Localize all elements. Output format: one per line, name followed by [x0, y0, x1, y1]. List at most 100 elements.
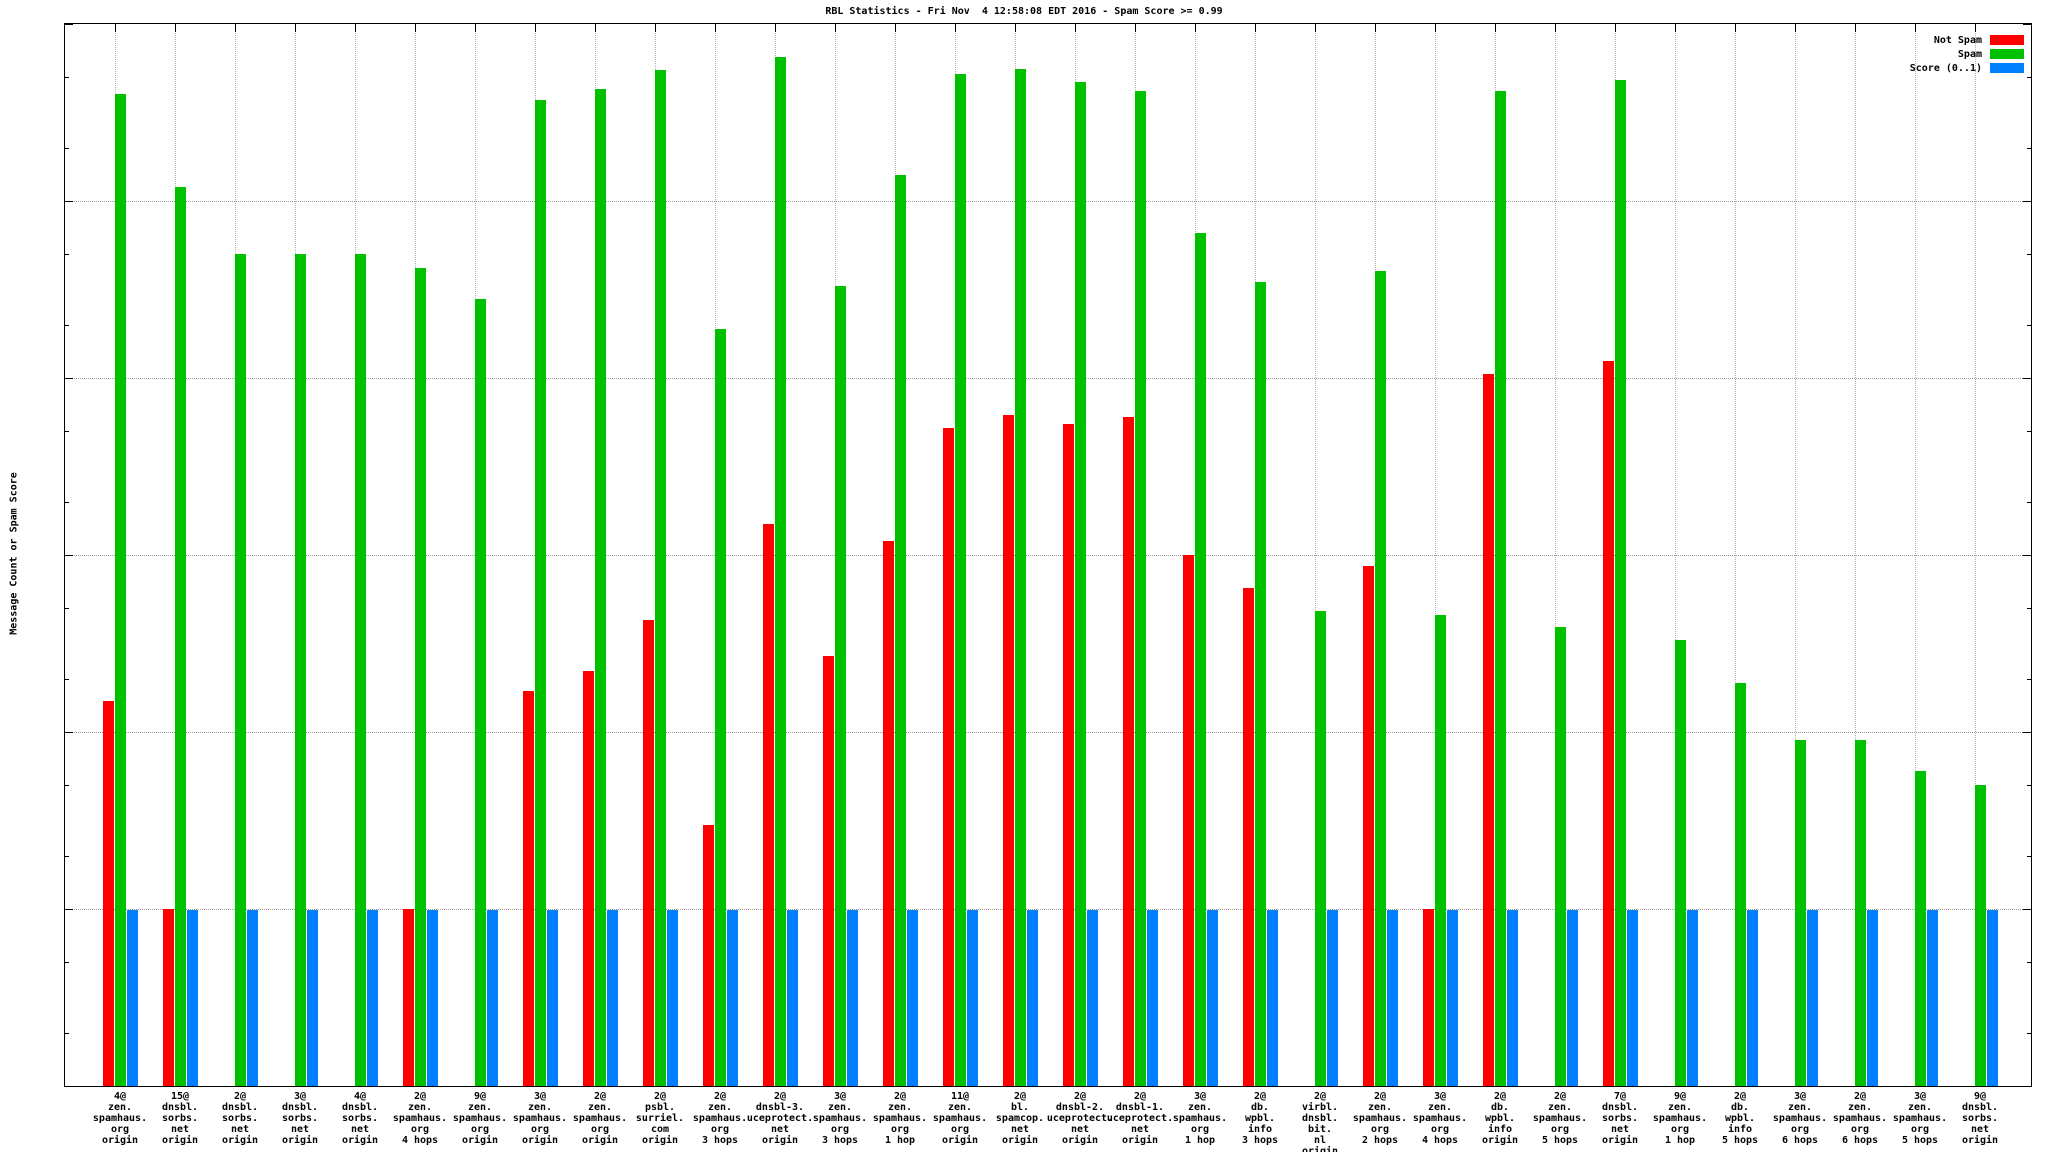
bar-score	[427, 909, 438, 1086]
bar-score	[1327, 909, 1338, 1086]
x-tick	[715, 24, 716, 32]
bar-not-spam	[1363, 565, 1374, 1086]
bar-spam	[1315, 611, 1326, 1086]
bar-score	[1087, 909, 1098, 1086]
x-group-label: 11@ zen. spamhaus. org origin	[932, 1091, 988, 1146]
x-group-label: 15@ dnsbl. sorbs. net origin	[161, 1091, 199, 1146]
x-group-label: 2@ zen. spamhaus. org 5 hops	[1532, 1091, 1588, 1146]
y-tick	[65, 732, 73, 733]
y-minor-tick	[65, 962, 69, 964]
bar-score	[907, 909, 918, 1086]
bar-spam	[175, 186, 186, 1086]
y-minor-tick	[2027, 678, 2031, 680]
x-group-label: 3@ dnsbl. sorbs. net origin	[281, 1091, 319, 1146]
x-tick	[295, 24, 296, 32]
y-gridline	[65, 555, 2031, 556]
y-tick	[65, 909, 73, 910]
y-gridline	[65, 201, 2031, 202]
x-group-label: 4@ dnsbl. sorbs. net origin	[341, 1091, 379, 1146]
y-minor-tick	[65, 608, 69, 610]
x-group-label: 2@ zen. spamhaus. org 6 hops	[1832, 1091, 1888, 1146]
y-minor-tick	[65, 785, 69, 787]
x-tick	[1675, 24, 1676, 32]
bar-spam	[1495, 90, 1506, 1086]
bar-score	[1027, 909, 1038, 1086]
bar-spam	[1675, 640, 1686, 1086]
x-gridline	[1795, 24, 1796, 1086]
x-tick	[1915, 24, 1916, 32]
y-minor-tick	[2027, 147, 2031, 149]
bar-not-spam	[103, 700, 114, 1086]
bar-score	[247, 909, 258, 1086]
bar-spam	[295, 254, 306, 1086]
x-group-label: 2@ dnsbl-1. uceprotect. net origin	[1106, 1091, 1174, 1146]
bar-not-spam	[163, 909, 174, 1086]
x-tick	[1375, 24, 1376, 32]
bar-score	[367, 909, 378, 1086]
plot-area: 0.1110100100010000100000	[64, 23, 2032, 1087]
bar-spam	[1615, 80, 1626, 1086]
bar-spam	[955, 74, 966, 1086]
x-tick	[475, 24, 476, 32]
x-gridline	[1555, 24, 1556, 1086]
x-tick	[655, 24, 656, 32]
y-gridline	[65, 909, 2031, 910]
x-tick	[1855, 24, 1856, 32]
x-group-label: 2@ dnsbl. sorbs. net origin	[221, 1091, 259, 1146]
x-gridline	[1975, 24, 1976, 1086]
x-group-label: 4@ zen. spamhaus. org origin	[92, 1091, 148, 1146]
legend-label: Score (0..1)	[1909, 62, 1982, 74]
x-tick	[1435, 24, 1436, 32]
bar-score	[1207, 909, 1218, 1086]
bar-not-spam	[583, 671, 594, 1086]
y-minor-tick	[65, 254, 69, 256]
bar-spam	[1375, 271, 1386, 1086]
x-group-label: 2@ virbl. dnsbl. bit. nl origin	[1301, 1091, 1339, 1152]
bar-score	[607, 909, 618, 1086]
y-minor-tick	[2027, 324, 2031, 326]
x-group-label: 2@ zen. spamhaus. org 2 hops	[1352, 1091, 1408, 1146]
x-tick	[1495, 24, 1496, 32]
bar-not-spam	[1243, 588, 1254, 1086]
bar-not-spam	[1123, 417, 1134, 1086]
x-group-label: 2@ zen. spamhaus. org 1 hop	[872, 1091, 928, 1146]
bar-not-spam	[1063, 423, 1074, 1086]
y-minor-tick	[2027, 785, 2031, 787]
legend-row: Score (0..1)	[1910, 61, 2024, 75]
x-gridline	[1675, 24, 1676, 1086]
bar-score	[1987, 909, 1998, 1086]
chart-title: RBL Statistics - Fri Nov 4 12:58:08 EDT …	[825, 6, 1223, 17]
x-tick	[355, 24, 356, 32]
x-group-label: 2@ dnsbl-3. uceprotect. net origin	[746, 1091, 814, 1146]
bar-not-spam	[1423, 909, 1434, 1086]
x-group-label: 2@ db. wpbl. info origin	[1481, 1091, 1519, 1146]
bar-score	[1687, 909, 1698, 1086]
bar-not-spam	[823, 655, 834, 1086]
x-gridline	[1435, 24, 1436, 1086]
x-gridline	[1855, 24, 1856, 1086]
x-tick	[1795, 24, 1796, 32]
bar-score	[727, 909, 738, 1086]
legend-swatch	[1990, 35, 2024, 45]
y-tick	[65, 555, 73, 556]
bar-score	[1927, 909, 1938, 1086]
y-gridline	[65, 732, 2031, 733]
x-group-label: 9@ zen. spamhaus. org 1 hop	[1652, 1091, 1708, 1146]
x-group-label: 3@ zen. spamhaus. org 4 hops	[1412, 1091, 1468, 1146]
bar-score	[1567, 909, 1578, 1086]
legend-swatch	[1990, 63, 2024, 73]
y-tick	[65, 378, 73, 379]
y-minor-tick	[65, 324, 69, 326]
x-gridline	[1315, 24, 1316, 1086]
y-minor-tick	[2027, 1032, 2031, 1034]
x-group-label: 3@ zen. spamhaus. org 1 hop	[1172, 1091, 1228, 1146]
bar-score	[1627, 909, 1638, 1086]
bar-score	[127, 909, 138, 1086]
y-axis-label: Message Count or Spam Score	[8, 472, 20, 635]
bar-not-spam	[1003, 414, 1014, 1086]
x-gridline	[1735, 24, 1736, 1086]
x-tick	[1555, 24, 1556, 32]
x-tick	[415, 24, 416, 32]
bar-score	[1807, 909, 1818, 1086]
